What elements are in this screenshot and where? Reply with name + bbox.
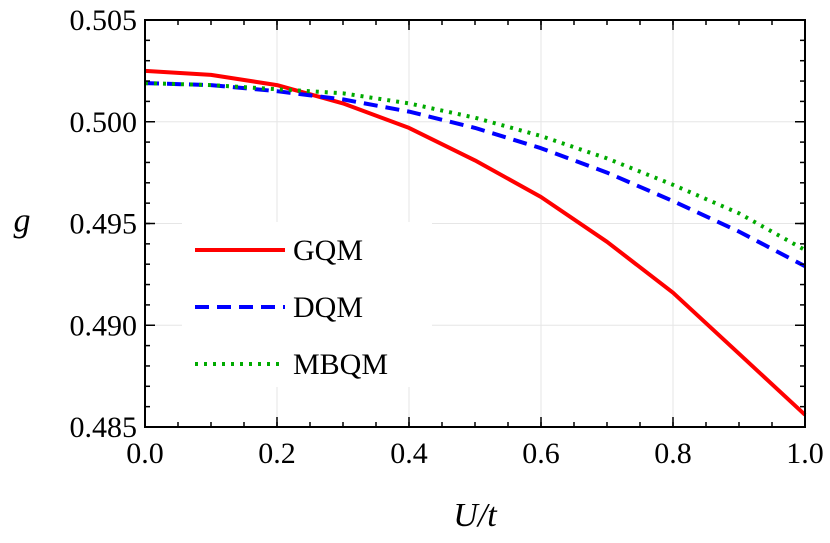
- legend-label-gqm: GQM: [293, 234, 363, 267]
- x-axis-title: U/t: [453, 497, 498, 534]
- legend-label-mbqm: MBQM: [293, 348, 388, 381]
- y-tick-label: 0.495: [70, 208, 138, 241]
- y-tick-label: 0.505: [70, 4, 138, 37]
- axis-ticks: [144, 19, 806, 428]
- series-lines: [144, 68, 807, 417]
- legend-label-dqm: DQM: [293, 291, 363, 324]
- y-tick-label: 0.500: [70, 106, 138, 139]
- x-tick-label: 0.2: [258, 437, 296, 470]
- y-tick-label: 0.485: [70, 411, 138, 444]
- legend: GQM DQM MBQM: [182, 222, 432, 387]
- x-tick-label: 1.0: [786, 437, 824, 470]
- x-tick-labels: 0.0 0.2 0.4 0.6 0.8 1.0: [126, 437, 824, 470]
- series-line-gqm: [144, 68, 807, 417]
- x-tick-label: 0.8: [654, 437, 692, 470]
- y-tick-labels: 0.485 0.490 0.495 0.500 0.505: [70, 4, 138, 444]
- y-axis-title: g: [14, 203, 31, 240]
- x-tick-label: 0.4: [390, 437, 428, 470]
- x-tick-label: 0.6: [522, 437, 560, 470]
- x-tick-label: 0.0: [126, 437, 164, 470]
- y-tick-label: 0.490: [70, 309, 138, 342]
- series-line-mbqm: [144, 81, 806, 252]
